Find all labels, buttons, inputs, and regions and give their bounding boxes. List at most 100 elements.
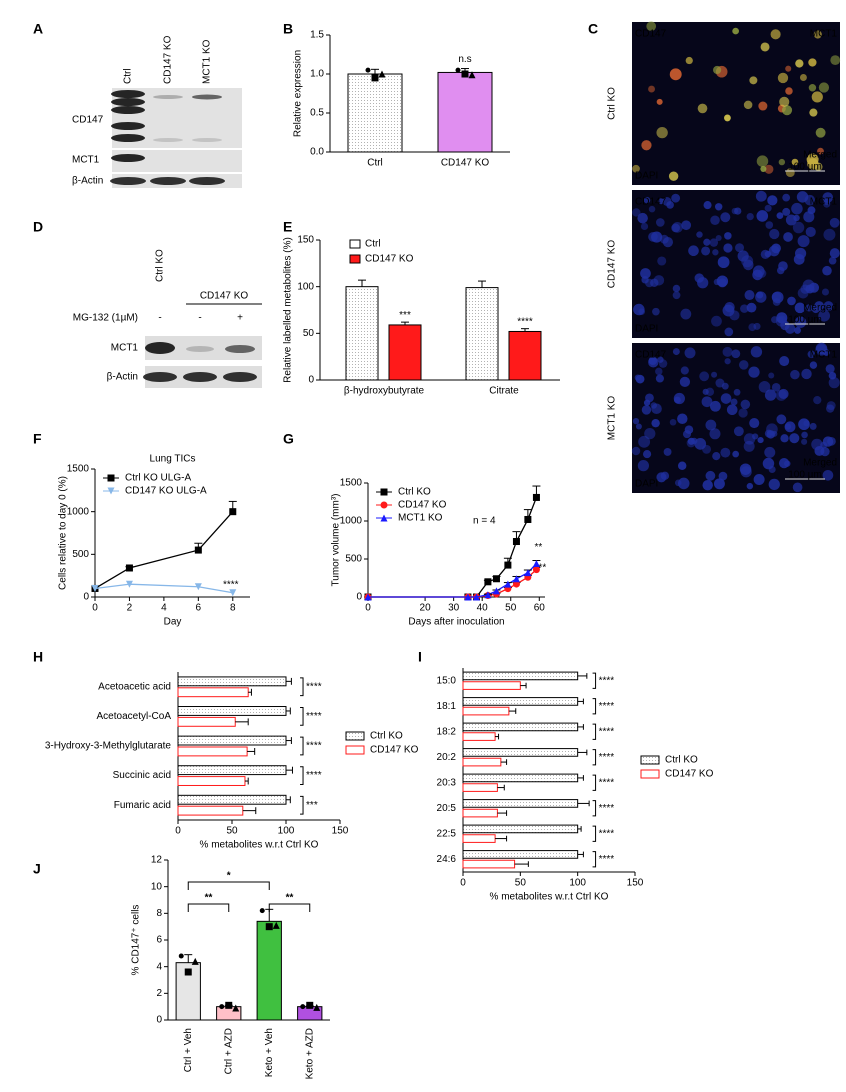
cell — [712, 249, 719, 256]
chart-title: Lung TICs — [150, 454, 196, 465]
cell — [702, 479, 713, 491]
x-tick-label: 6 — [196, 603, 202, 614]
cell — [709, 238, 719, 247]
row-label: Ctrl KO — [607, 87, 618, 120]
cell — [701, 396, 713, 408]
cell — [715, 235, 722, 242]
cell — [642, 450, 652, 459]
cell — [794, 326, 801, 334]
cell — [793, 253, 805, 265]
cell — [631, 446, 641, 456]
cell — [733, 426, 744, 437]
cell — [752, 433, 759, 440]
y-tick-label: 20:2 — [437, 752, 457, 763]
blot-band — [145, 342, 175, 354]
cell — [703, 201, 712, 210]
marker — [464, 593, 472, 601]
cell — [809, 422, 817, 430]
bar — [462, 799, 579, 808]
cell — [640, 222, 649, 231]
x-tick-label: 20 — [420, 603, 432, 614]
blot-band — [225, 345, 255, 353]
cell — [739, 463, 752, 475]
cell — [746, 302, 757, 313]
scale-bar-label: 100 µm — [788, 470, 822, 481]
row-label: MCT1 — [111, 343, 139, 354]
channel-label: DAPI — [635, 324, 658, 335]
legend-label: CD147 KO ULG-A — [125, 486, 207, 497]
comparison-label: ** — [286, 893, 294, 904]
cell — [651, 418, 660, 428]
cell — [771, 243, 781, 254]
cell — [817, 147, 824, 155]
significance-bracket — [300, 766, 304, 785]
cell — [780, 320, 790, 331]
cell — [712, 452, 721, 461]
cell — [764, 164, 774, 174]
x-tick-label: Citrate — [489, 386, 519, 397]
cell — [785, 65, 792, 72]
treatment-label: MG-132 (1µM) — [73, 313, 138, 324]
cell — [713, 478, 725, 490]
legend-swatch — [640, 769, 660, 779]
cell — [710, 215, 720, 226]
cell — [770, 29, 781, 40]
cell — [724, 232, 732, 240]
cell — [732, 450, 739, 458]
cell — [778, 261, 788, 271]
lane-label: Ctrl — [123, 68, 134, 84]
cell — [785, 214, 797, 226]
cell — [655, 367, 663, 376]
marker — [492, 587, 500, 595]
cell — [715, 378, 725, 388]
cell — [762, 457, 775, 470]
comparison-label: ** — [205, 893, 213, 904]
y-tick-label: 18:1 — [437, 701, 457, 712]
y-tick-label: 2 — [156, 988, 162, 999]
cell — [784, 421, 796, 433]
marker — [219, 1004, 225, 1010]
y-tick-label: 0 — [356, 592, 362, 603]
significance: **** — [599, 752, 615, 763]
y-tick-label: 18:2 — [437, 726, 457, 737]
cell — [679, 376, 691, 387]
cell — [658, 359, 668, 368]
panel-letter: B — [283, 21, 293, 37]
bar — [462, 824, 579, 834]
cell — [657, 256, 667, 266]
significance-bracket — [592, 749, 597, 766]
y-axis-label: Tumor volume (mm³) — [331, 494, 342, 587]
cell — [662, 237, 674, 248]
x-tick-label: Ctrl + Veh — [183, 1028, 194, 1072]
cell — [724, 327, 734, 337]
bar — [177, 765, 287, 776]
cell — [656, 98, 663, 105]
x-axis-label: Day — [164, 617, 182, 628]
blot-band — [111, 154, 145, 162]
cell — [778, 158, 786, 166]
blot-band — [111, 98, 145, 106]
legend-swatch — [345, 731, 365, 741]
row-label: CD147 — [72, 115, 104, 126]
cell — [764, 204, 772, 212]
bar — [462, 706, 510, 716]
bar — [177, 676, 287, 687]
significance: n.s — [458, 54, 471, 65]
cell — [748, 366, 760, 378]
marker — [365, 67, 371, 73]
cell — [732, 27, 739, 35]
significance: **** — [517, 316, 533, 327]
y-tick-label: 1.0 — [310, 69, 324, 80]
y-tick-label: 0.5 — [310, 108, 324, 119]
channel-label: DAPI — [635, 171, 658, 182]
cell — [782, 193, 791, 202]
cell — [781, 105, 793, 116]
cell — [782, 207, 791, 216]
cell — [809, 108, 818, 117]
significance-bracket — [592, 851, 597, 868]
legend-label: Ctrl KO ULG-A — [125, 473, 191, 484]
cell — [709, 428, 721, 440]
cell — [830, 55, 841, 65]
bar — [462, 808, 498, 818]
bar — [508, 330, 542, 381]
